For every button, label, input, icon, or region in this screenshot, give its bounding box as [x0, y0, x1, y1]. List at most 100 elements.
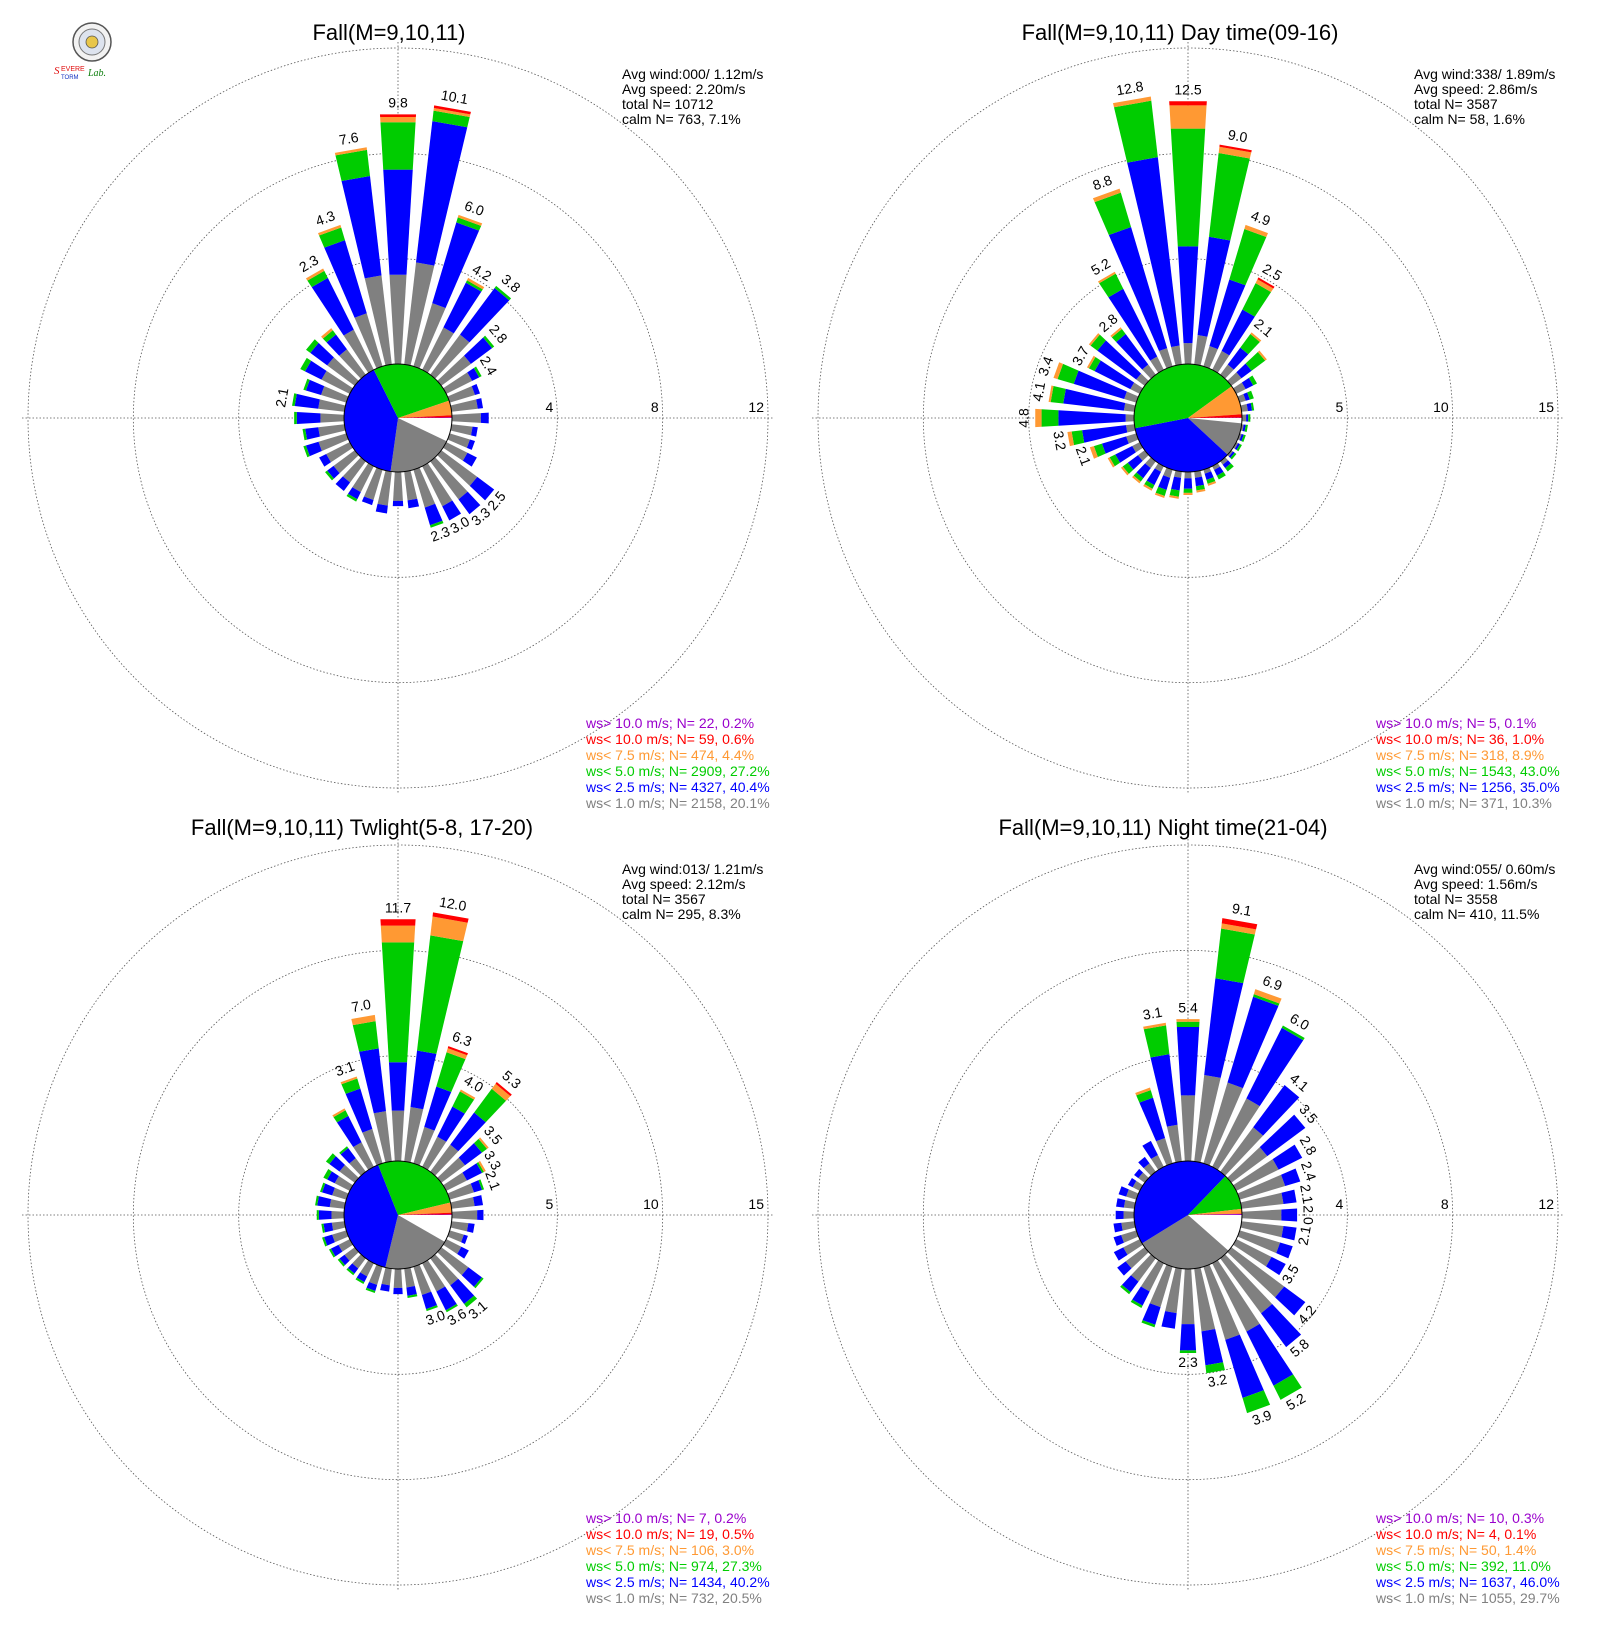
- bar-segment: [1237, 1174, 1286, 1200]
- legend-entry: ws< 5.0 m/s; N= 392, 11.0%: [1375, 1558, 1551, 1574]
- legend-entry: ws< 7.5 m/s; N= 318, 8.9%: [1375, 747, 1544, 763]
- bar-segment: [413, 1264, 432, 1296]
- bar-segment: [1136, 463, 1151, 479]
- legend-entry: ws< 1.0 m/s; N= 371, 10.3%: [1375, 795, 1552, 811]
- ring-label: 8: [1441, 1196, 1449, 1212]
- bar-segment: [432, 222, 480, 309]
- bar-segment: [1221, 918, 1258, 930]
- bar-segment: [342, 457, 366, 483]
- bar-label: 2.1: [1297, 1183, 1316, 1205]
- bar-segment: [417, 935, 464, 1054]
- ring-label: 8: [651, 399, 659, 415]
- stats-line: total N= 10712: [622, 96, 714, 112]
- bar-segment: [323, 1222, 334, 1233]
- bar-segment: [462, 1163, 483, 1181]
- bar-segment: [466, 439, 475, 450]
- bar-segment: [450, 1221, 469, 1232]
- bar-label: 6.9: [1261, 972, 1285, 994]
- bar-segment: [1112, 96, 1152, 108]
- bar-segment: [1137, 450, 1149, 461]
- pie-slice: [398, 400, 452, 418]
- bar-segment: [303, 378, 310, 391]
- bar-segment: [1132, 475, 1141, 484]
- bar-segment: [1149, 1264, 1173, 1308]
- bar-segment: [437, 450, 478, 486]
- bar-label: 9.0: [1227, 126, 1249, 145]
- legend-entry: ws< 5.0 m/s; N= 974, 27.3%: [585, 1558, 762, 1574]
- bar-segment: [302, 428, 308, 441]
- bar-segment: [477, 1209, 484, 1221]
- bar-segment: [366, 1281, 378, 1291]
- bar-segment: [1242, 283, 1272, 317]
- stats-line: Avg wind:055/ 0.60m/s: [1414, 861, 1555, 877]
- bar-segment: [332, 1108, 346, 1118]
- bar-segment: [1111, 328, 1126, 343]
- bar-segment: [1221, 309, 1255, 356]
- bar-segment: [432, 912, 469, 923]
- bar-segment: [332, 1230, 349, 1243]
- bar-segment: [364, 467, 383, 501]
- bar-segment: [1088, 356, 1101, 372]
- bar-segment: [325, 470, 334, 481]
- bar-segment: [447, 386, 475, 403]
- bar-segment: [1266, 1256, 1286, 1276]
- bar-segment: [469, 476, 495, 501]
- bar-segment: [429, 520, 444, 528]
- bar-segment: [346, 493, 358, 502]
- bar-segment: [393, 1268, 403, 1288]
- bar-segment: [1132, 442, 1143, 453]
- bar-segment: [1125, 414, 1135, 422]
- bar-segment: [346, 1268, 355, 1276]
- bar-segment: [1240, 424, 1244, 432]
- bar-segment: [347, 1263, 359, 1274]
- bar-segment: [1145, 457, 1156, 469]
- bar-segment: [1123, 403, 1136, 412]
- bar-segment: [1108, 226, 1168, 352]
- bar-label: 2.1: [1295, 1224, 1314, 1246]
- bar-segment: [333, 450, 359, 474]
- svg-text:S: S: [54, 65, 60, 77]
- pie-slice: [385, 1215, 445, 1270]
- stats-line: calm N= 763, 7.1%: [622, 111, 741, 127]
- bar-label: 3.1: [1141, 1004, 1163, 1023]
- bar-segment: [1220, 457, 1228, 465]
- bar-segment: [316, 1210, 319, 1220]
- bar-segment: [1253, 994, 1280, 1006]
- stats-line: Avg speed: 2.12m/s: [622, 876, 745, 892]
- bar-segment: [1101, 436, 1129, 454]
- bar-segment: [334, 147, 367, 156]
- bar-label: 3.1: [333, 1058, 357, 1080]
- bar-segment: [343, 329, 374, 373]
- bar-segment: [1227, 1147, 1268, 1183]
- bar-segment: [352, 463, 374, 493]
- bar-label: 4.3: [313, 207, 337, 229]
- stats-line: Avg speed: 2.86m/s: [1414, 81, 1537, 97]
- bar-label: 2.1: [482, 1169, 504, 1193]
- bar-segment: [426, 1305, 438, 1312]
- bar-segment: [381, 942, 415, 1063]
- bar-label: 3.4: [1035, 354, 1057, 378]
- wind-rose-panel-3: Fall(M=9,10,11) Twlight(5-8, 17-20) 5 10 15…: [22, 815, 774, 1606]
- bar-segment: [306, 339, 319, 353]
- pie-slice: [390, 418, 447, 472]
- bar-segment: [1169, 101, 1207, 106]
- bar-segment: [1154, 492, 1165, 499]
- bar-segment: [1176, 1027, 1200, 1096]
- bar-segment: [1281, 1189, 1297, 1204]
- pie-slice: [1142, 1215, 1229, 1269]
- bar-segment: [464, 337, 493, 364]
- bar-segment: [459, 1089, 476, 1100]
- bar-segment: [476, 1162, 484, 1173]
- bar-label: 9.8: [388, 95, 408, 111]
- bar-segment: [1094, 192, 1132, 236]
- bar-segment: [380, 116, 416, 123]
- bar-label: 6.0: [462, 197, 486, 219]
- bar-segment: [380, 919, 416, 926]
- bar-segment: [1203, 346, 1218, 369]
- bar-label: 12.8: [1115, 78, 1145, 99]
- bar-segment: [1233, 1239, 1272, 1267]
- bar-segment: [465, 280, 483, 292]
- bar-segment: [445, 1304, 458, 1313]
- bar-segment: [344, 1247, 359, 1261]
- bar-segment: [1107, 457, 1115, 468]
